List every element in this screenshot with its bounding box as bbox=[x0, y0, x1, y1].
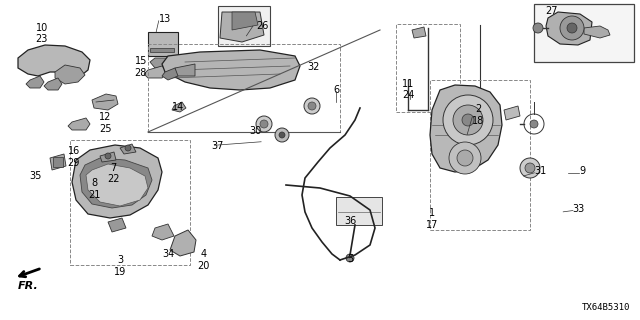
Bar bbox=[336, 197, 382, 225]
Polygon shape bbox=[100, 152, 116, 162]
Polygon shape bbox=[430, 85, 502, 172]
Polygon shape bbox=[162, 50, 300, 90]
Bar bbox=[70, 140, 190, 265]
Polygon shape bbox=[144, 66, 168, 78]
Text: 31: 31 bbox=[534, 166, 547, 176]
Text: 5: 5 bbox=[348, 253, 354, 264]
Text: 33: 33 bbox=[573, 204, 585, 214]
Circle shape bbox=[275, 128, 289, 142]
Polygon shape bbox=[175, 64, 195, 76]
Bar bbox=[218, 6, 270, 46]
Polygon shape bbox=[150, 48, 174, 52]
Text: 27: 27 bbox=[545, 6, 558, 16]
Text: FR.: FR. bbox=[18, 281, 38, 291]
Text: 26: 26 bbox=[256, 20, 268, 31]
Circle shape bbox=[260, 120, 268, 128]
Polygon shape bbox=[172, 102, 186, 112]
Text: 16
29: 16 29 bbox=[67, 146, 80, 168]
Circle shape bbox=[560, 16, 584, 40]
Polygon shape bbox=[412, 27, 426, 38]
Bar bbox=[396, 24, 460, 112]
Text: 7
22: 7 22 bbox=[108, 163, 120, 184]
Circle shape bbox=[525, 163, 535, 173]
Circle shape bbox=[457, 150, 473, 166]
Bar bbox=[430, 80, 530, 230]
Polygon shape bbox=[72, 145, 162, 218]
Circle shape bbox=[530, 120, 538, 128]
Polygon shape bbox=[55, 65, 85, 84]
Text: 2
18: 2 18 bbox=[472, 104, 484, 126]
Text: 6: 6 bbox=[333, 84, 339, 95]
Polygon shape bbox=[152, 224, 174, 240]
Circle shape bbox=[449, 142, 481, 174]
Text: 9: 9 bbox=[579, 166, 586, 176]
Circle shape bbox=[453, 105, 483, 135]
Polygon shape bbox=[232, 12, 258, 30]
Circle shape bbox=[125, 145, 131, 151]
Polygon shape bbox=[80, 158, 152, 208]
Circle shape bbox=[308, 102, 316, 110]
Text: 1
17: 1 17 bbox=[426, 208, 438, 230]
Text: 8
21: 8 21 bbox=[88, 178, 100, 200]
Bar bbox=[148, 44, 340, 132]
Polygon shape bbox=[108, 218, 126, 232]
Polygon shape bbox=[44, 78, 62, 90]
Polygon shape bbox=[170, 230, 196, 256]
Text: 12
25: 12 25 bbox=[99, 112, 112, 134]
Bar bbox=[148, 32, 178, 56]
Circle shape bbox=[304, 98, 320, 114]
Polygon shape bbox=[120, 144, 136, 154]
Text: 14: 14 bbox=[172, 102, 184, 112]
Bar bbox=[53, 157, 63, 167]
Text: 32: 32 bbox=[307, 62, 319, 72]
Text: 30: 30 bbox=[250, 126, 262, 136]
Circle shape bbox=[567, 23, 577, 33]
Circle shape bbox=[462, 114, 474, 126]
Text: 3
19: 3 19 bbox=[114, 255, 127, 277]
Polygon shape bbox=[86, 164, 148, 206]
Polygon shape bbox=[92, 94, 118, 110]
Circle shape bbox=[443, 95, 493, 145]
Polygon shape bbox=[546, 12, 592, 45]
Polygon shape bbox=[584, 26, 610, 38]
Circle shape bbox=[279, 132, 285, 138]
Text: 11
24: 11 24 bbox=[402, 79, 415, 100]
Text: 36: 36 bbox=[344, 216, 357, 226]
Polygon shape bbox=[50, 154, 66, 170]
Polygon shape bbox=[18, 45, 90, 82]
Text: 4
20: 4 20 bbox=[197, 249, 209, 271]
Bar bbox=[534, 4, 634, 62]
Polygon shape bbox=[220, 12, 264, 42]
Polygon shape bbox=[68, 118, 90, 130]
Text: TX64B5310: TX64B5310 bbox=[582, 303, 630, 312]
Text: 15
28: 15 28 bbox=[134, 56, 147, 78]
Text: 35: 35 bbox=[29, 171, 42, 181]
Polygon shape bbox=[150, 58, 175, 68]
Circle shape bbox=[256, 116, 272, 132]
Circle shape bbox=[520, 158, 540, 178]
Text: 13: 13 bbox=[159, 14, 171, 24]
Circle shape bbox=[346, 254, 354, 262]
Polygon shape bbox=[504, 106, 520, 120]
Text: 37: 37 bbox=[211, 140, 223, 151]
Circle shape bbox=[105, 153, 111, 159]
Text: 34: 34 bbox=[162, 249, 174, 260]
Text: 10
23: 10 23 bbox=[35, 23, 48, 44]
Circle shape bbox=[533, 23, 543, 33]
Polygon shape bbox=[26, 76, 44, 88]
Polygon shape bbox=[162, 68, 178, 80]
